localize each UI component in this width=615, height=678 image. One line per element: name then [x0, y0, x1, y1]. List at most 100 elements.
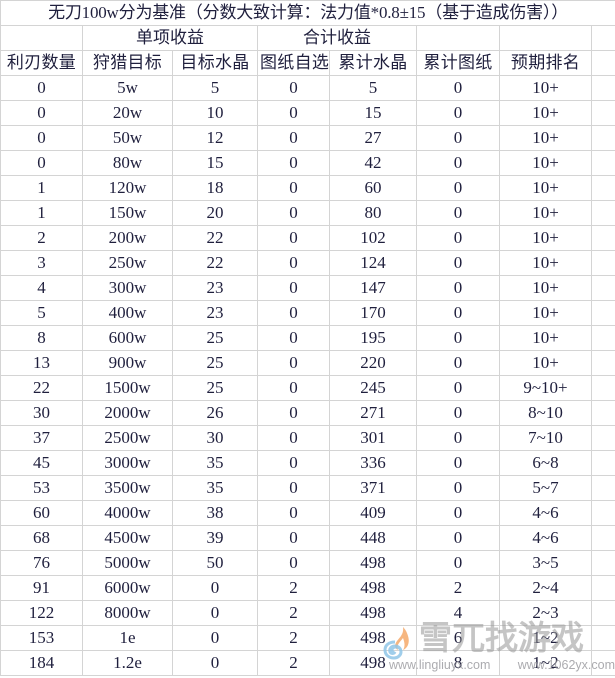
cell-target-crystal[interactable]: 38 — [172, 500, 258, 526]
cell-cumulative-blueprint[interactable]: 0 — [416, 325, 500, 351]
cell-cumulative-blueprint[interactable]: 0 — [416, 200, 500, 226]
cell-blade-count[interactable]: 184 — [0, 650, 83, 676]
cell-cumulative-crystal[interactable]: 220 — [329, 350, 417, 376]
cell-blueprint-choice[interactable]: 0 — [257, 225, 330, 251]
cell-expected-rank[interactable]: 2~4 — [499, 575, 592, 601]
cell-blade-count[interactable]: 1 — [0, 200, 83, 226]
cell-target-crystal[interactable]: 20 — [172, 200, 258, 226]
cell-cumulative-blueprint[interactable]: 0 — [416, 275, 500, 301]
cell-expected-rank[interactable]: 3~5 — [499, 550, 592, 576]
cell-target-crystal[interactable]: 18 — [172, 175, 258, 201]
cell-hunt-target[interactable]: 4500w — [82, 525, 173, 551]
cell-blueprint-choice[interactable]: 0 — [257, 550, 330, 576]
column-header-blueprint-choice[interactable]: 图纸自选 — [257, 50, 330, 76]
cell-target-crystal[interactable]: 5 — [172, 75, 258, 101]
cell-blueprint-choice[interactable]: 0 — [257, 500, 330, 526]
cell-hunt-target[interactable]: 4000w — [82, 500, 173, 526]
cell-cumulative-blueprint[interactable]: 0 — [416, 175, 500, 201]
cell-hunt-target[interactable]: 5w — [82, 75, 173, 101]
cell-blade-count[interactable]: 45 — [0, 450, 83, 476]
cell-cumulative-blueprint[interactable]: 0 — [416, 425, 500, 451]
cell-cumulative-crystal[interactable]: 498 — [329, 650, 417, 676]
cell-cumulative-crystal[interactable]: 448 — [329, 525, 417, 551]
cell-target-crystal[interactable]: 25 — [172, 350, 258, 376]
table-row[interactable]: 1 150w 20 0 80 0 10+ — [0, 200, 615, 226]
column-header-expected-rank[interactable]: 预期排名 — [499, 50, 592, 76]
cell-hunt-target[interactable]: 80w — [82, 150, 173, 176]
cell-hunt-target[interactable]: 120w — [82, 175, 173, 201]
cell-expected-rank[interactable]: 7~10 — [499, 425, 592, 451]
cell-hunt-target[interactable]: 3500w — [82, 475, 173, 501]
cell-trailing[interactable] — [590, 150, 615, 176]
cell-expected-rank[interactable]: 6~8 — [499, 450, 592, 476]
cell-blueprint-choice[interactable]: 0 — [257, 350, 330, 376]
cell-blueprint-choice[interactable]: 0 — [257, 75, 330, 101]
cell-trailing[interactable] — [590, 375, 615, 401]
table-row[interactable]: 37 2500w 30 0 301 0 7~10 — [0, 425, 615, 451]
cell-cumulative-blueprint[interactable]: 0 — [416, 125, 500, 151]
table-row[interactable]: 30 2000w 26 0 271 0 8~10 — [0, 400, 615, 426]
cell-trailing[interactable] — [590, 350, 615, 376]
cell-blade-count[interactable]: 60 — [0, 500, 83, 526]
cell-trailing[interactable] — [590, 550, 615, 576]
cell-blade-count[interactable]: 91 — [0, 575, 83, 601]
cell-cumulative-crystal[interactable]: 42 — [329, 150, 417, 176]
cell-blueprint-choice[interactable]: 0 — [257, 325, 330, 351]
cell-hunt-target[interactable]: 1500w — [82, 375, 173, 401]
cell-target-crystal[interactable]: 15 — [172, 150, 258, 176]
cell-blueprint-choice[interactable]: 0 — [257, 100, 330, 126]
cell-hunt-target[interactable]: 400w — [82, 300, 173, 326]
column-header-hunt-target[interactable]: 狩猎目标 — [82, 50, 173, 76]
cell-target-crystal[interactable]: 26 — [172, 400, 258, 426]
cell-blueprint-choice[interactable]: 0 — [257, 450, 330, 476]
cell-expected-rank[interactable]: 8~10 — [499, 400, 592, 426]
cell-cumulative-blueprint[interactable]: 0 — [416, 300, 500, 326]
cell-trailing[interactable] — [590, 500, 615, 526]
table-row[interactable]: 53 3500w 35 0 371 0 5~7 — [0, 475, 615, 501]
cell-target-crystal[interactable]: 0 — [172, 575, 258, 601]
cell-expected-rank[interactable]: 4~6 — [499, 500, 592, 526]
cell-blueprint-choice[interactable]: 0 — [257, 250, 330, 276]
cell-cumulative-crystal[interactable]: 498 — [329, 625, 417, 651]
cell-blade-count[interactable]: 2 — [0, 225, 83, 251]
cell-cumulative-blueprint[interactable]: 0 — [416, 375, 500, 401]
cell-trailing[interactable] — [590, 650, 615, 676]
cell-blade-count[interactable]: 0 — [0, 150, 83, 176]
cell-target-crystal[interactable]: 22 — [172, 250, 258, 276]
cell-blueprint-choice[interactable]: 0 — [257, 275, 330, 301]
cell-hunt-target[interactable]: 2000w — [82, 400, 173, 426]
cell-blade-count[interactable]: 5 — [0, 300, 83, 326]
cell-target-crystal[interactable]: 25 — [172, 325, 258, 351]
cell-expected-rank[interactable]: 10+ — [499, 150, 592, 176]
cell-trailing[interactable] — [590, 625, 615, 651]
cell-cumulative-blueprint[interactable]: 8 — [416, 650, 500, 676]
cell-target-crystal[interactable]: 35 — [172, 475, 258, 501]
table-row[interactable]: 22 1500w 25 0 245 0 9~10+ — [0, 375, 615, 401]
cell-target-crystal[interactable]: 23 — [172, 275, 258, 301]
cell-trailing[interactable] — [590, 300, 615, 326]
cell-hunt-target[interactable]: 900w — [82, 350, 173, 376]
cell-blade-count[interactable]: 1 — [0, 175, 83, 201]
cell-hunt-target[interactable]: 600w — [82, 325, 173, 351]
cell-cumulative-crystal[interactable]: 498 — [329, 550, 417, 576]
cell-target-crystal[interactable]: 50 — [172, 550, 258, 576]
cell-expected-rank[interactable]: 10+ — [499, 225, 592, 251]
cell-cumulative-blueprint[interactable]: 0 — [416, 525, 500, 551]
cell-cumulative-crystal[interactable]: 170 — [329, 300, 417, 326]
cell-blade-count[interactable]: 122 — [0, 600, 83, 626]
cell-expected-rank[interactable]: 10+ — [499, 300, 592, 326]
cell-hunt-target[interactable]: 1.2e — [82, 650, 173, 676]
table-row[interactable]: 122 8000w 0 2 498 4 2~3 — [0, 600, 615, 626]
cell-target-crystal[interactable]: 10 — [172, 100, 258, 126]
table-row[interactable]: 0 50w 12 0 27 0 10+ — [0, 125, 615, 151]
cell-trailing[interactable] — [590, 475, 615, 501]
cell-blueprint-choice[interactable]: 0 — [257, 300, 330, 326]
cell-trailing[interactable] — [590, 100, 615, 126]
table-row[interactable]: 0 80w 15 0 42 0 10+ — [0, 150, 615, 176]
cell-target-crystal[interactable]: 35 — [172, 450, 258, 476]
cell-cumulative-crystal[interactable]: 245 — [329, 375, 417, 401]
cell-blade-count[interactable]: 8 — [0, 325, 83, 351]
table-row[interactable]: 153 1e 0 2 498 6 1~2 — [0, 625, 615, 651]
cell-target-crystal[interactable]: 0 — [172, 625, 258, 651]
cell-cumulative-crystal[interactable]: 498 — [329, 575, 417, 601]
